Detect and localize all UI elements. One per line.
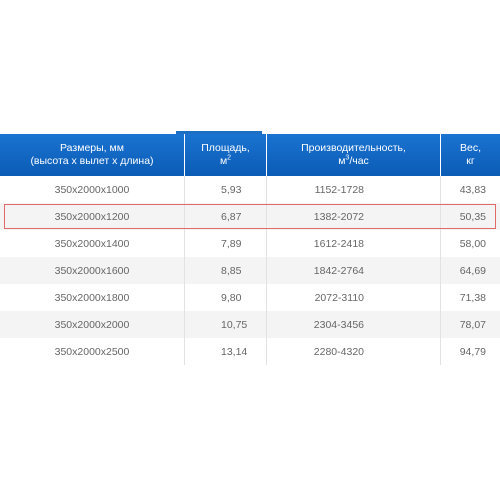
cell-capacity: 2304-3456: [267, 311, 441, 338]
cell-capacity: 2072-3110: [267, 284, 441, 311]
cell-area: 7,89: [185, 230, 267, 257]
cell-area: 13,14: [185, 338, 267, 365]
header-capacity: Производительность, м3/час: [267, 134, 441, 176]
cell-dimensions: 350x2000x1000: [0, 176, 185, 203]
cell-weight: 94,79: [459, 345, 486, 358]
cell-weight: 71,38: [459, 291, 486, 304]
header-area-title: Площадь,: [201, 142, 250, 154]
cell-capacity: 2280-4320: [267, 338, 441, 365]
table-row: 350x2000x1600 8,85 1842-2764 64,69: [0, 257, 500, 284]
cell-dimensions: 350x2000x1600: [0, 257, 185, 284]
header-weight: Вес, кг: [441, 134, 500, 176]
cell-weight: 50,35: [459, 210, 486, 223]
table-row: 350x2000x1400 7,89 1612-2418 58,00: [0, 230, 500, 257]
header-area-unit: м2: [219, 154, 232, 168]
header-area: Площадь, м2: [185, 134, 267, 176]
cell-area: 9,80: [185, 284, 267, 311]
header-dimensions-title: Размеры, мм: [60, 142, 124, 154]
cell-capacity: 1612-2418: [267, 230, 441, 257]
cell-dimensions: 350x2000x1400: [0, 230, 185, 257]
cell-dimensions: 350x2000x1800: [0, 284, 185, 311]
header-dimensions: Размеры, мм (высота х вылет х длина): [0, 134, 185, 176]
header-accent-bar: [176, 131, 262, 134]
cell-dimensions: 350x2000x2000: [0, 311, 185, 338]
cell-dimensions: 350x2000x1200: [0, 203, 185, 230]
header-dimensions-subtitle: (высота х вылет х длина): [30, 155, 154, 167]
cell-weight: 64,69: [459, 264, 486, 277]
cell-area: 8,85: [185, 257, 267, 284]
header-capacity-unit: м3/час: [338, 154, 369, 168]
cell-capacity: 1842-2764: [267, 257, 441, 284]
cell-area: 5,93: [185, 176, 267, 203]
cell-capacity: 1382-2072: [267, 203, 441, 230]
cell-area: 10,75: [185, 311, 267, 338]
table-row: 350x2000x1200 6,87 1382-2072 50,35: [0, 203, 500, 230]
cell-area: 6,87: [185, 203, 267, 230]
spec-table: Размеры, мм (высота х вылет х длина) Пло…: [0, 134, 500, 365]
cell-capacity: 1152-1728: [267, 176, 441, 203]
table-header: Размеры, мм (высота х вылет х длина) Пло…: [0, 134, 500, 176]
table-row: 350x2000x1000 5,93 1152-1728 43,83: [0, 176, 500, 203]
header-weight-title: Вес,: [459, 142, 481, 154]
cell-weight: 58,00: [459, 237, 486, 250]
cell-weight: 43,83: [459, 183, 486, 196]
cell-dimensions: 350x2000x2500: [0, 338, 185, 365]
cell-weight: 78,07: [459, 318, 486, 331]
header-weight-unit: кг: [466, 155, 475, 167]
table-row: 350x2000x1800 9,80 2072-3110 71,38: [0, 284, 500, 311]
header-capacity-title: Производительность,: [301, 142, 406, 154]
table-row: 350x2000x2500 13,14 2280-4320 94,79: [0, 338, 500, 365]
table-row: 350x2000x2000 10,75 2304-3456 78,07: [0, 311, 500, 338]
